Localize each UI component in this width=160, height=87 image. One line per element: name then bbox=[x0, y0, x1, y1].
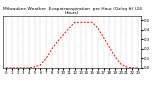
Title: Milwaukee Weather  Evapotranspiration  per Hour (Oz/sq ft) (24 Hours): Milwaukee Weather Evapotranspiration per… bbox=[3, 7, 141, 15]
